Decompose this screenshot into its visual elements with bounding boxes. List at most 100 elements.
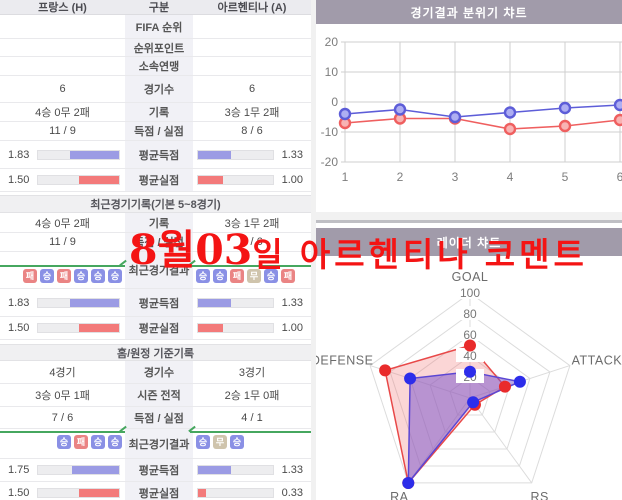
table-row: 1.75 평균득점 1.33	[0, 459, 311, 482]
radar-ring	[369, 292, 571, 484]
table-row: 1.50 평균실점 1.00	[0, 169, 311, 192]
divider-header: 구분	[148, 2, 170, 14]
recent-direction-arrow-away	[188, 425, 311, 433]
row-label: 득점 / 실점	[125, 407, 193, 428]
bar-fill	[198, 324, 223, 332]
radar-point-away	[467, 396, 480, 409]
y-tick-label: -20	[321, 155, 339, 169]
bar-value: 1.33	[281, 148, 303, 161]
bar-track	[37, 297, 120, 308]
table-row: 1.50 평균실점 0.33	[0, 482, 311, 500]
row-label: 평균실점	[125, 482, 193, 500]
radar-area-away	[407, 371, 523, 486]
bar-value: 1.00	[281, 174, 303, 186]
radar-axis-label-attack: ATTACK	[572, 354, 622, 368]
bar-track	[197, 323, 274, 333]
bar-track	[197, 149, 274, 160]
stat-bar-home: 1.83	[0, 289, 125, 316]
bar-track	[197, 297, 274, 308]
row-label: 득점 / 실점	[125, 233, 193, 251]
row-label: 기록	[125, 213, 193, 232]
data-point-away-mood	[393, 103, 407, 116]
table-row: 4승 0무 2패 기록 3승 1무 2패	[0, 103, 311, 122]
home-value: 7 / 6	[51, 411, 74, 424]
radar-axis-label-goal: GOAL	[452, 270, 489, 284]
row-label: 평균득점	[125, 459, 193, 481]
away-team-header: 아르헨티나 (A)	[217, 2, 287, 14]
home-value: 11 / 9	[49, 236, 76, 248]
series-line-home-mood	[344, 117, 621, 130]
row-label: 경기수	[125, 76, 193, 102]
row-label: 소속연맹	[125, 57, 193, 75]
radar-axis-label-ra: RA	[390, 490, 409, 500]
y-tick-label: 0	[331, 95, 338, 109]
home-value: 4승 0무 2패	[35, 217, 90, 230]
data-point-away-mood	[558, 101, 572, 115]
away-value: 3경기	[238, 367, 266, 379]
bar-value: 1.75	[8, 464, 30, 476]
mood-chart: 20 10 0 -10 -201 2 3 4 5 6	[321, 35, 622, 184]
bar-fill	[198, 176, 223, 184]
home-value	[0, 39, 125, 56]
stats-table-panel: 프랑스 (H) 구분 아르헨티나 (A) FIFA 순위 순위포인트 소속연맹 6 경기수 6 4…	[0, 0, 311, 500]
x-tick-label: 6	[617, 170, 622, 184]
result-badge: 무	[247, 269, 261, 283]
result-badge: 패	[74, 435, 88, 449]
stat-bar-home: 1.50	[0, 169, 125, 191]
result-badge: 승	[91, 435, 105, 449]
bar-value: 1.83	[8, 148, 30, 161]
data-point-away-mood	[338, 107, 352, 121]
row-label: 시즌 전적	[125, 384, 193, 406]
table-row: 11 / 9 득점 / 실점 8 / 6	[0, 233, 311, 252]
row-label: 최근경기결과	[125, 429, 193, 458]
table-row: 11 / 9 득점 / 실점 8 / 6	[0, 122, 311, 141]
away-value	[193, 39, 311, 56]
away-value: 8 / 6	[241, 236, 263, 248]
table-row: 3승 0무 1패 시즌 전적 2승 1무 0패	[0, 384, 311, 407]
data-point-home-mood	[503, 122, 517, 136]
result-badge: 승	[196, 435, 210, 449]
series-line-away-mood	[344, 104, 621, 118]
ring-label-bg	[456, 327, 484, 341]
recent-direction-arrow-home	[0, 259, 127, 267]
section-gap	[0, 340, 311, 344]
table-header-row: 프랑스 (H) 구분 아르헨티나 (A)	[0, 0, 311, 15]
home-team-header: 프랑스 (H)	[38, 2, 87, 14]
radar-chart: 10080604020GOALATTACKRSRADEFENSE	[316, 270, 622, 500]
radar-point-away	[513, 375, 526, 388]
bar-value: 0.33	[281, 486, 303, 499]
table-row: 4승 0무 2패 기록 3승 1무 2패	[0, 213, 311, 233]
data-point-away-mood	[613, 98, 622, 112]
radar-axis-label-defense: DEFENSE	[316, 354, 373, 368]
bar-value: 1.50	[8, 486, 30, 499]
bar-track	[197, 465, 274, 475]
bar-fill	[198, 298, 231, 307]
result-badge: 패	[230, 269, 244, 283]
row-label: 경기수	[125, 361, 193, 383]
ring-label: 60	[463, 328, 477, 342]
bar-value: 1.50	[8, 322, 30, 334]
home-value	[0, 15, 125, 38]
x-tick-label: 1	[342, 170, 349, 184]
row-label: 순위포인트	[125, 39, 193, 56]
result-badge: 승	[40, 269, 54, 283]
radar-point-away	[464, 365, 476, 378]
bar-fill	[198, 466, 231, 474]
away-value: 6	[248, 83, 256, 95]
table-row: 4경기 경기수 3경기	[0, 361, 311, 384]
bar-value: 1.33	[281, 464, 303, 476]
bar-value: 1.50	[8, 174, 30, 186]
row-label: 기록	[125, 103, 193, 121]
bar-fill	[78, 176, 119, 184]
bar-fill	[198, 488, 207, 497]
stat-bar-away: 0.33	[193, 482, 311, 500]
radar-point-home	[379, 364, 392, 377]
result-badge: 승	[264, 269, 278, 283]
x-tick-label: 4	[507, 170, 514, 184]
